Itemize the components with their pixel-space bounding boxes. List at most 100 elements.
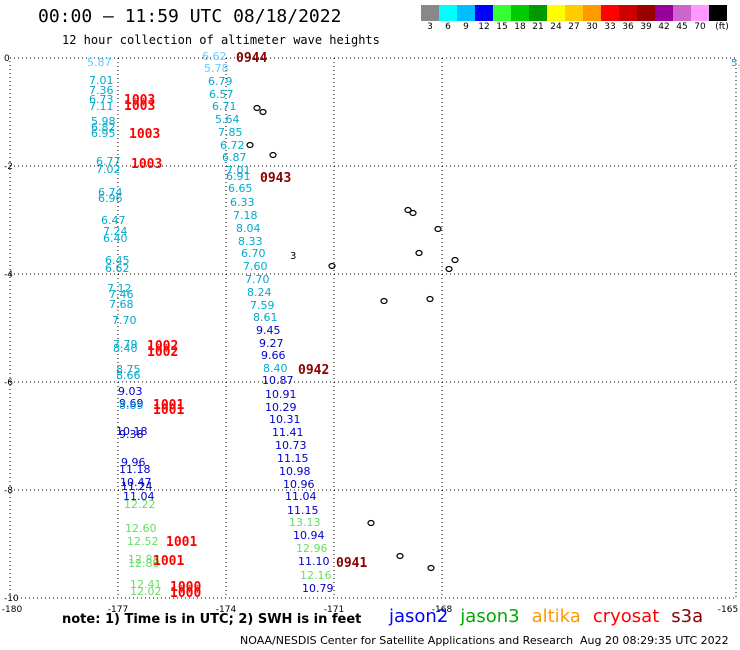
wave-height-label: 9.45: [256, 324, 281, 337]
legend-swatch: [457, 5, 475, 21]
wave-height-label: 6.71: [212, 100, 237, 113]
wave-height-label: 10.91: [265, 388, 297, 401]
wave-height-label: 10.31: [269, 413, 301, 426]
wave-height-label: 6.65: [228, 182, 253, 195]
wave-height-label: 5.64: [215, 113, 240, 126]
wave-height-label: 10.79: [302, 582, 334, 595]
mission-legend: jason2 jason3 altika cryosat s3a: [389, 606, 715, 627]
wave-height-label: 7.12: [107, 282, 132, 295]
wave-height-label: 12.16: [300, 569, 332, 582]
wave-height-label: 6.40: [103, 232, 128, 245]
chart-subtitle: 12 hour collection of altimeter wave hei…: [62, 33, 380, 47]
island-outline: [434, 225, 442, 233]
wave-height-label: 8.40: [263, 362, 288, 375]
legend-swatch: [439, 5, 457, 21]
legend-swatch: [511, 5, 529, 21]
wave-height-label: 11.41: [272, 426, 304, 439]
edge-label: 3: [290, 251, 296, 262]
mission-name: jason3: [460, 606, 520, 627]
wave-height-label: 6.73: [89, 93, 114, 106]
legend-tick-label: 12: [478, 22, 490, 32]
island-outline: [380, 297, 388, 305]
wave-height-label: 10.87: [262, 374, 294, 387]
wave-height-label: 6.72: [220, 139, 245, 152]
wave-height-label: 6.62: [105, 262, 130, 275]
mission-name: cryosat: [592, 606, 660, 627]
chart-title: 00:00 — 11:59 UTC 08/18/2022: [38, 6, 342, 27]
wave-height-label: 8.04: [236, 222, 261, 235]
legend-tick-label: 27: [568, 22, 580, 32]
longitude-label: -165: [718, 605, 738, 615]
island-outline: [427, 564, 435, 572]
wave-height-label: 7.70: [245, 273, 270, 286]
axis-labels: 0 -2 -4 -6 -8 -10-180 -177 -174 -171 -168 -165: [2, 54, 738, 615]
color-scale-legend: [421, 5, 727, 21]
wave-height-label: 9.66: [261, 349, 286, 362]
units-note: note: 1) Time is in UTC; 2) SWH is in fe…: [62, 612, 362, 627]
wave-height-label: 6.96: [98, 192, 123, 205]
pass-time-label: 1000: [170, 586, 201, 601]
wave-height-label: 11.24: [121, 480, 153, 493]
island-outline: [451, 256, 459, 264]
legend-tick-label: 36: [622, 22, 634, 32]
wave-height-label: 6.79: [208, 75, 233, 88]
wave-height-label: 6.95: [91, 127, 116, 140]
legend-swatch: [709, 5, 727, 21]
wave-height-label: 11.04: [285, 490, 317, 503]
legend-tick-label: 70: [694, 22, 706, 32]
wave-height-label: 8.33: [238, 235, 263, 248]
wave-height-label: 6.45: [105, 254, 130, 267]
wave-height-label: 12.80: [128, 557, 160, 570]
legend-swatch: [493, 5, 511, 21]
wave-height-label: 6.82: [91, 121, 116, 134]
wave-height-label: 7.36: [89, 84, 114, 97]
legend-swatch: [565, 5, 583, 21]
legend-tick-label: 39: [640, 22, 652, 32]
wave-height-label: 10.94: [293, 529, 325, 542]
legend-swatch: [583, 5, 601, 21]
pass-time-label: 1001: [153, 398, 184, 413]
wave-height-label: 6.33: [230, 196, 255, 209]
wave-height-label: 7.60: [243, 260, 268, 273]
longitude-label: -180: [2, 605, 23, 615]
wave-height-label: 6.91: [226, 170, 251, 183]
pass-time-label: 1002: [147, 339, 178, 354]
pass-time-label: 1001: [153, 403, 184, 418]
wave-height-label: 6.77: [96, 155, 121, 168]
legend-swatch: [691, 5, 709, 21]
island-outline: [404, 206, 412, 214]
legend-tick-label: 15: [496, 22, 508, 32]
latitude-label: -4: [4, 270, 13, 280]
wave-height-labels: 5.87 6.625.786.797.017.366.737.116.576.71…: [87, 50, 334, 598]
wave-height-label: 6.57: [209, 88, 234, 101]
wave-height-label: 8.66: [116, 369, 141, 382]
pass-time-label: 1003: [131, 157, 162, 172]
mission-name: jason2: [389, 606, 449, 627]
wave-height-label: 9.69: [119, 397, 144, 410]
station-labels: 0944100310031003100309431002100209421001…: [124, 51, 740, 601]
wave-height-label: 9.38: [119, 428, 144, 441]
pass-time-label: 0941: [336, 556, 367, 571]
wave-height-label: 11.15: [277, 452, 309, 465]
latitude-label: -2: [4, 162, 13, 172]
wave-height-label: 6.74: [98, 186, 123, 199]
wave-height-label: 6.47: [101, 214, 126, 227]
legend-tick-label: 6: [445, 22, 451, 32]
color-scale-ticks: 3 6 9 12 15 18 21 24 27 30 33 36 39 42 45 70 (ft): [421, 22, 740, 34]
wave-height-label: 5.98: [91, 115, 116, 128]
legend-tick-label: 9: [463, 22, 469, 32]
legend-tick-label: 33: [604, 22, 616, 32]
island-outlines: [246, 104, 459, 572]
mission-name: s3a: [671, 606, 704, 627]
pass-time-label: 1003: [124, 93, 155, 108]
legend-tick-label: 21: [532, 22, 544, 32]
wave-height-label: 9.03: [118, 385, 143, 398]
island-outline: [415, 249, 423, 257]
legend-swatch: [421, 5, 439, 21]
map-frame: [9, 57, 737, 599]
wave-height-label: 8.24: [247, 286, 272, 299]
wave-height-label: 7.70: [112, 314, 137, 327]
wave-height-label: 11.04: [123, 490, 155, 503]
legend-tick-label: 3: [427, 22, 433, 32]
